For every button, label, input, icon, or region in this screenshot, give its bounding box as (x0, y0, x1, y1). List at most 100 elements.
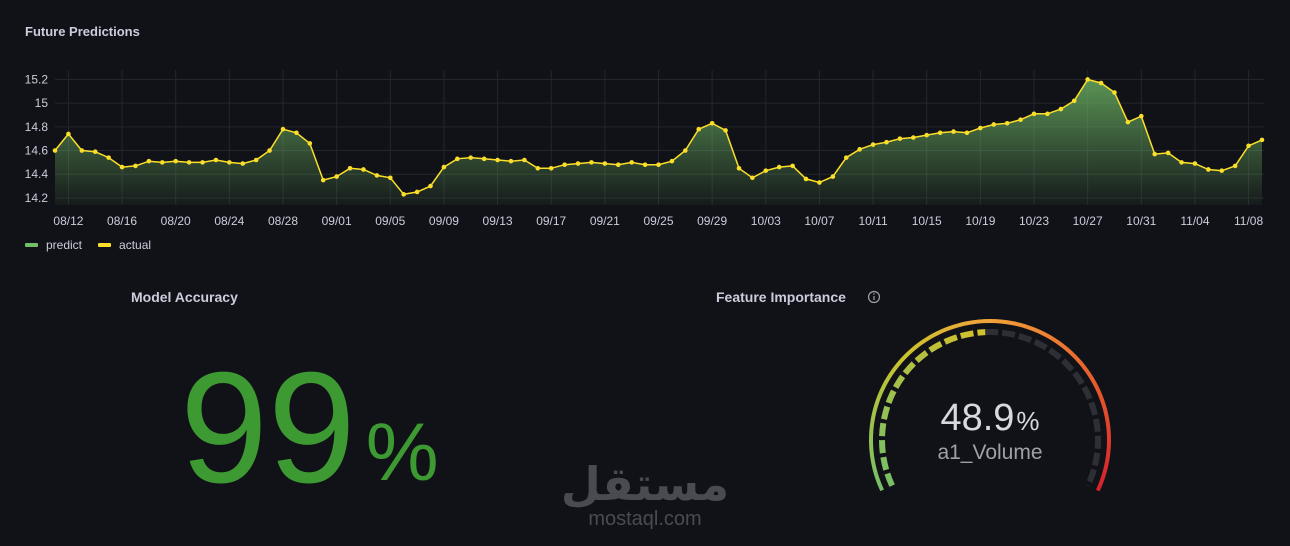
point (120, 165, 125, 170)
gauge-label: a1_Volume (937, 441, 1042, 464)
gauge-threshold (938, 330, 944, 333)
gauge-threshold (1037, 330, 1043, 333)
x-tick-label: 10/27 (1073, 214, 1103, 228)
point (750, 175, 755, 180)
point (1099, 81, 1104, 86)
gauge-threshold (872, 456, 873, 462)
gauge-threshold (877, 397, 879, 403)
panel-title: Model Accuracy (131, 289, 238, 305)
point (200, 160, 205, 165)
stat-unit: % (366, 407, 439, 498)
point (831, 174, 836, 179)
point (187, 160, 192, 165)
gauge-threshold (879, 392, 881, 398)
gauge-threshold (1103, 403, 1105, 409)
point (978, 126, 983, 131)
point (1219, 168, 1224, 173)
gauge-threshold (873, 414, 874, 420)
point (1206, 167, 1211, 172)
point (160, 160, 165, 165)
point (106, 155, 111, 160)
gauge-threshold (1042, 333, 1048, 336)
x-tick-label: 10/11 (859, 214, 888, 228)
point (468, 155, 473, 160)
gauge-threshold (873, 462, 874, 468)
x-tick-label: 09/01 (322, 214, 352, 228)
y-tick-label: 15 (35, 96, 49, 110)
point (66, 132, 71, 137)
x-tick-label: 10/15 (912, 214, 942, 228)
gauge-value-label: 48.9 (940, 397, 1014, 439)
point (388, 175, 393, 180)
y-tick-label: 15.2 (25, 72, 49, 86)
point (240, 161, 245, 166)
point (1126, 120, 1131, 125)
point (576, 161, 581, 166)
x-tick-label: 10/23 (1019, 214, 1049, 228)
gauge-threshold (874, 408, 876, 414)
gauge-unit: % (1016, 406, 1039, 436)
gauge-threshold (1099, 392, 1101, 398)
point (857, 147, 862, 152)
point (844, 155, 849, 160)
panel-title: Future Predictions (25, 24, 140, 39)
point (1233, 164, 1238, 169)
x-tick-label: 09/29 (697, 214, 727, 228)
point (455, 157, 460, 162)
point (53, 148, 58, 153)
point (710, 121, 715, 126)
y-tick-label: 14.6 (25, 144, 49, 158)
gauge-threshold (960, 323, 966, 324)
point (147, 159, 152, 164)
point (321, 178, 326, 183)
point (214, 158, 219, 163)
point (1139, 114, 1144, 119)
point (898, 136, 903, 141)
point (991, 122, 996, 127)
gauge-threshold (972, 322, 978, 323)
x-tick-label: 10/19 (965, 214, 995, 228)
gauge-threshold (1002, 322, 1008, 323)
point (589, 160, 594, 165)
point (763, 168, 768, 173)
point (1018, 117, 1023, 122)
gauge-threshold (1090, 376, 1093, 381)
x-tick-label: 11/04 (1180, 214, 1209, 228)
gauge-threshold (1096, 386, 1099, 392)
legend-label: actual (119, 238, 151, 252)
y-tick-label: 14.4 (25, 167, 49, 181)
point (227, 160, 232, 165)
point (871, 142, 876, 147)
x-tick-label: 08/12 (53, 214, 83, 228)
point (522, 158, 527, 163)
x-tick-label: 09/21 (590, 214, 620, 228)
point (536, 166, 541, 171)
gauge-threshold (874, 467, 876, 473)
gauge-threshold (1108, 426, 1109, 432)
y-tick-label: 14.8 (25, 120, 49, 134)
point (656, 162, 661, 167)
point (1193, 161, 1198, 166)
point (1059, 107, 1064, 112)
gauge-threshold (875, 403, 877, 409)
legend-swatch (25, 243, 38, 247)
point (308, 141, 313, 146)
gauge-threshold (928, 336, 933, 339)
x-tick-label: 10/07 (804, 214, 834, 228)
point (603, 161, 608, 166)
gauge-threshold (872, 420, 873, 426)
stat-value: 99 (180, 340, 356, 516)
point (965, 130, 970, 135)
x-tick-label: 09/25 (643, 214, 673, 228)
gauge-threshold (1100, 479, 1102, 485)
x-tick-label: 08/24 (214, 214, 244, 228)
x-tick-label: 11/08 (1234, 214, 1263, 228)
x-tick-label: 09/13 (483, 214, 513, 228)
gauge-threshold (949, 326, 955, 328)
gauge-threshold (1102, 474, 1104, 480)
gauge-threshold (880, 485, 883, 491)
x-tick-label: 08/20 (161, 214, 191, 228)
point (938, 130, 943, 135)
